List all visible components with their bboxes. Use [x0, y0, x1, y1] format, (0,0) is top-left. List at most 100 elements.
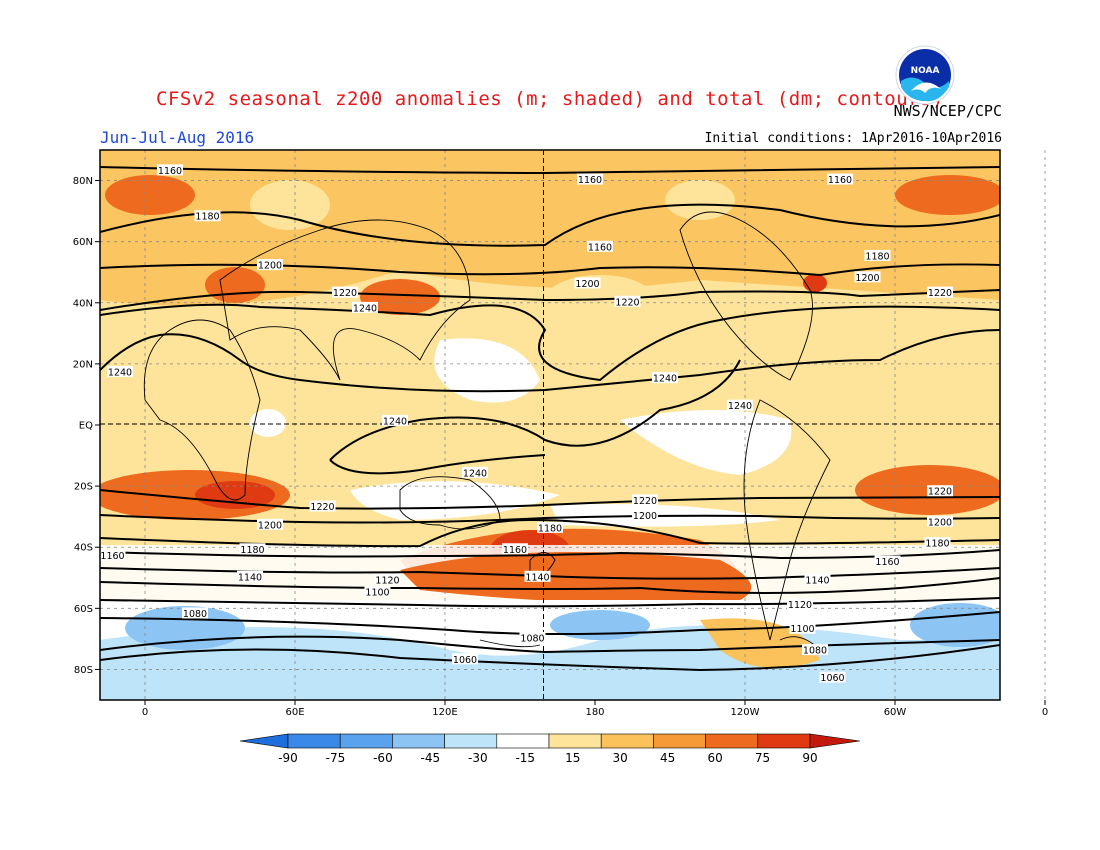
contour-label: 1220 [632, 494, 658, 507]
contour-label-text: 1220 [928, 288, 952, 299]
colorbar-segment [339, 733, 393, 749]
lat-tick-label: 40S [74, 543, 93, 554]
contour-label-text: 1060 [820, 673, 844, 684]
contour-label-text: 1200 [928, 517, 952, 528]
contour-label: 1160 [587, 240, 613, 253]
lat-tick-label: 20S [74, 482, 93, 493]
contour-label: 1160 [157, 164, 183, 177]
colorbar [239, 733, 861, 749]
contour-label-text: 1160 [588, 242, 612, 253]
colorbar-segment [496, 733, 550, 749]
contour-label: 1160 [827, 173, 853, 186]
contour-label: 1180 [239, 543, 266, 556]
contour-label-text: 1200 [855, 273, 879, 284]
colorbar-segment [757, 733, 811, 749]
lat-tick-label: 80S [74, 665, 93, 676]
contour-label: 1180 [194, 210, 221, 223]
contour-label: 1060 [452, 653, 478, 666]
contour-label-layer: 1160 1160 1160 1160 1180 1180 1200 1200 1200 1220… [99, 164, 953, 684]
contour-label-text: 1180 [195, 212, 219, 223]
contour-label: 1180 [864, 249, 891, 262]
colorbar-label: 45 [659, 751, 676, 765]
contour-label-text: 1240 [383, 416, 407, 427]
season-label: Jun-Jul-Aug 2016 [100, 128, 255, 147]
contour-label-text: 1200 [575, 279, 599, 290]
contour-label: 1100 [789, 622, 816, 635]
contour-label-text: 1120 [788, 600, 812, 611]
contour-label: 1200 [927, 515, 953, 528]
contour-label: 1160 [874, 555, 901, 568]
colorbar-arrow-low [239, 733, 289, 749]
map-title: CFSv2 seasonal z200 anomalies (m; shaded… [156, 88, 944, 110]
colorbar-label: 75 [754, 751, 771, 765]
colorbar-arrow-high [809, 733, 861, 749]
contour-label-text: 1180 [865, 251, 889, 262]
colorbar-label: 15 [565, 751, 581, 765]
colorbar-label: -30 [468, 751, 488, 765]
noaa-logo-text: NOAA [911, 66, 940, 76]
lon-tick-label: 120E [432, 707, 457, 718]
colorbar-segment [600, 733, 654, 749]
contour-label: 1200 [632, 509, 658, 522]
colorbar-segment [392, 733, 445, 749]
colorbar-label: -75 [325, 751, 346, 765]
contour-label-text: 1200 [258, 520, 282, 531]
contour-label: 1080 [519, 631, 546, 644]
contour-label-text: 1100 [365, 588, 389, 599]
contour-label-text: 1160 [875, 557, 899, 568]
contour-label-text: 1100 [790, 624, 814, 635]
contour-label: 1060 [819, 671, 846, 684]
contour-label-text: 1220 [615, 297, 639, 308]
attribution: NWS/NCEP/CPC [893, 102, 1002, 120]
contour-label-text: 1080 [803, 646, 827, 657]
latitude-axis: 80N 60N 40N 20N EQ 20S 40S 60S 80S [73, 176, 100, 676]
colorbar-segment [444, 733, 498, 749]
contour-label-text: 1180 [925, 539, 949, 550]
contour-label-text: 1180 [538, 523, 562, 534]
contour-label: 1220 [332, 286, 358, 299]
contour-label-text: 1160 [503, 545, 527, 556]
contour-label: 1080 [182, 607, 208, 620]
contour-label: 1080 [802, 644, 828, 657]
lat-tick-label: 60S [74, 604, 93, 615]
contour-label-text: 1240 [463, 468, 487, 479]
contour-label-text: 1240 [728, 401, 752, 412]
contour-label: 1160 [502, 543, 528, 556]
lon-tick-label: 60W [884, 707, 907, 718]
contour-label: 1180 [924, 537, 951, 550]
contour-label-text: 1080 [520, 633, 544, 644]
contour-label: 1240 [727, 399, 753, 412]
contour-label: 1200 [574, 277, 601, 290]
contour-label-text: 1140 [805, 575, 829, 586]
contour-label: 1220 [309, 500, 336, 513]
colorbar-segment [653, 733, 706, 749]
colorbar-label: 60 [707, 751, 723, 765]
contour-label-text: 1240 [108, 368, 132, 379]
lat-tick-label: 20N [73, 359, 93, 370]
contour-label-text: 1220 [928, 487, 952, 498]
contour-label: 1100 [364, 586, 391, 599]
colorbar-label: 90 [802, 751, 818, 765]
contour-label: 1140 [237, 570, 263, 583]
contour-label: 1220 [927, 286, 953, 299]
contour-label: 1240 [352, 301, 378, 314]
contour-label: 1240 [462, 466, 488, 479]
lon-tick-label: 180 [585, 707, 604, 718]
contour-label-text: 1160 [158, 166, 182, 177]
contour-label-text: 1120 [375, 575, 399, 586]
lon-tick-label: 120W [731, 707, 760, 718]
lat-tick-label: 60N [73, 237, 93, 248]
initial-conditions: Initial conditions: 1Apr2016-10Apr2016 [704, 131, 1002, 146]
contour-label: 1120 [787, 598, 813, 611]
shaded-anomaly-field [100, 150, 1000, 700]
contour-label: 1160 [577, 173, 603, 186]
contour-label: 1240 [382, 414, 408, 427]
contour-label-text: 1220 [333, 288, 357, 299]
colorbar-segment [548, 733, 602, 749]
contour-label-text: 1240 [653, 374, 677, 385]
lon-tick-label: 0 [142, 707, 148, 718]
lon-tick-label: 60E [285, 707, 304, 718]
colorbar-label: -60 [373, 751, 393, 765]
contour-label-text: 1200 [633, 511, 657, 522]
